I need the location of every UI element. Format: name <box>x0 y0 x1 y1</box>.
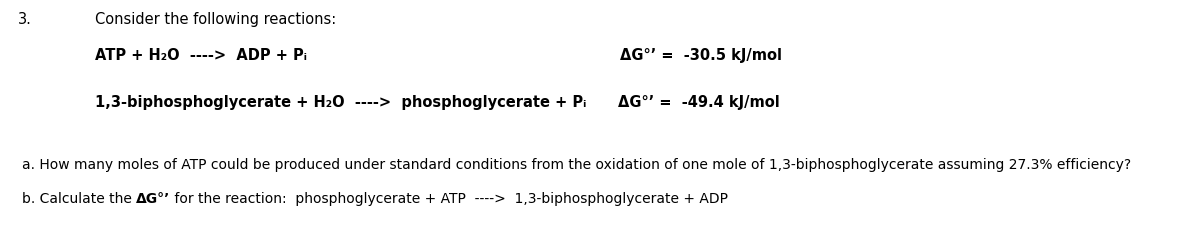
Text: a. How many moles of ATP could be produced under standard conditions from the ox: a. How many moles of ATP could be produc… <box>22 158 1132 172</box>
Text: for the reaction:  phosphoglycerate + ATP  ---->  1,3-biphosphoglycerate + ADP: for the reaction: phosphoglycerate + ATP… <box>170 192 728 206</box>
Text: 3.: 3. <box>18 12 32 27</box>
Text: ΔG°’ =  -30.5 kJ/mol: ΔG°’ = -30.5 kJ/mol <box>620 48 782 63</box>
Text: ΔG°’ =  -49.4 kJ/mol: ΔG°’ = -49.4 kJ/mol <box>618 95 780 110</box>
Text: Consider the following reactions:: Consider the following reactions: <box>95 12 336 27</box>
Text: ΔG°’: ΔG°’ <box>137 192 170 206</box>
Text: 1,3-biphosphoglycerate + H₂O  ---->  phosphoglycerate + Pᵢ: 1,3-biphosphoglycerate + H₂O ----> phosp… <box>95 95 587 110</box>
Text: ATP + H₂O  ---->  ADP + Pᵢ: ATP + H₂O ----> ADP + Pᵢ <box>95 48 307 63</box>
Text: b. Calculate the: b. Calculate the <box>22 192 137 206</box>
